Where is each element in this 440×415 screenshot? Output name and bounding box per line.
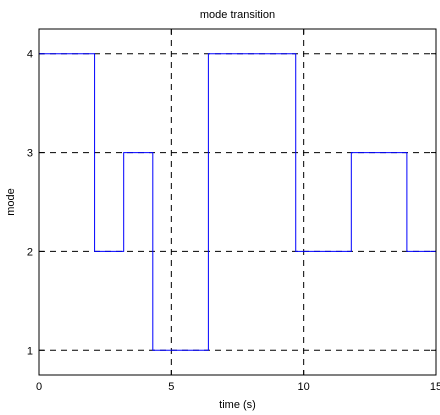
x-tick-label: 10	[298, 381, 310, 393]
x-tick-label: 0	[36, 381, 42, 393]
grid-lines	[39, 29, 436, 375]
x-tick-label: 15	[430, 381, 440, 393]
y-tick-label: 1	[27, 345, 33, 357]
y-tick-labels: 1 2 3 4	[27, 49, 33, 358]
x-axis-label: time (s)	[219, 399, 256, 411]
plot-frame	[38, 28, 437, 376]
y-tick-label: 3	[27, 148, 33, 160]
y-tick-label: 2	[27, 246, 33, 258]
chart-title: mode transition	[200, 9, 275, 21]
y-axis-label: mode	[5, 188, 17, 216]
axis-ticks	[38, 29, 437, 375]
x-tick-label: 5	[168, 381, 174, 393]
y-tick-label: 4	[27, 49, 33, 61]
x-tick-labels: 0 5 10 15	[36, 381, 440, 393]
series-line	[39, 53, 436, 351]
